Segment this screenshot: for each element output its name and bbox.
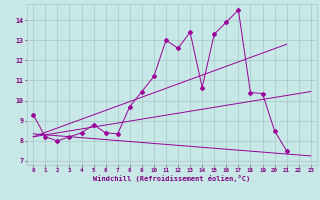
- X-axis label: Windchill (Refroidissement éolien,°C): Windchill (Refroidissement éolien,°C): [93, 175, 251, 182]
